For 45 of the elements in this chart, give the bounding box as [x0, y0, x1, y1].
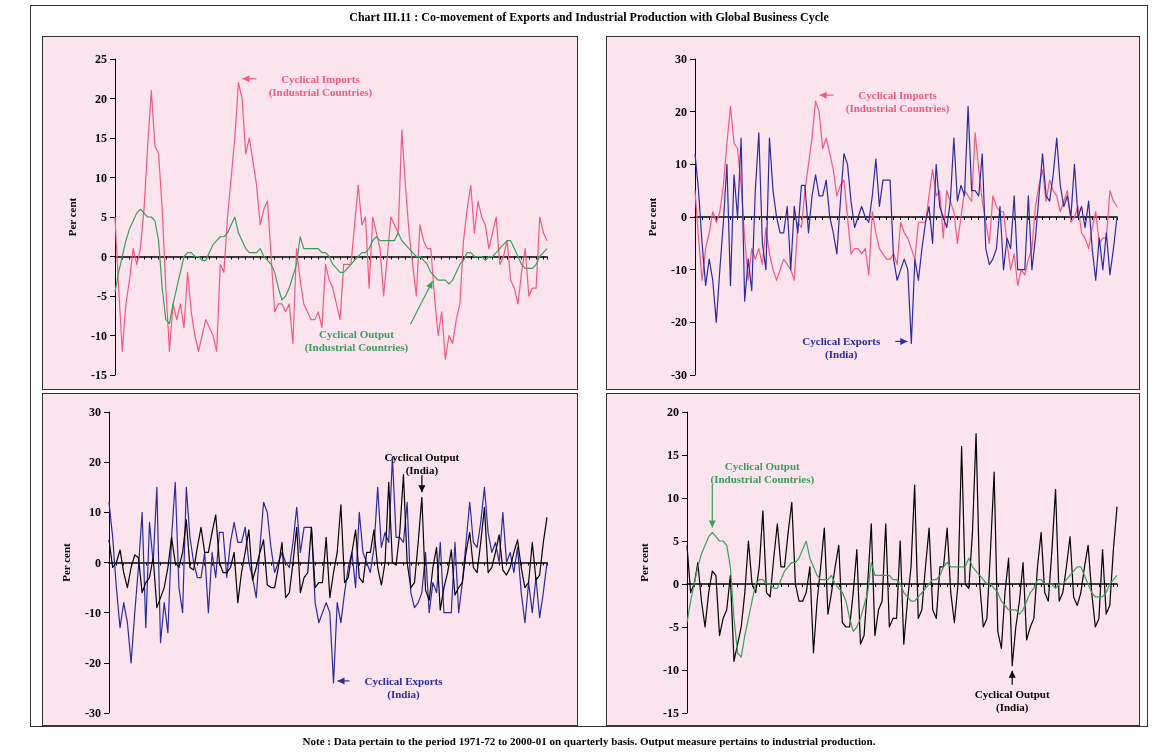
text: Cyclical Exports (India) [802, 335, 881, 362]
y-tick-label: -5 [97, 289, 107, 303]
y-tick-label: -5 [669, 620, 679, 634]
y-tick-label: 30 [89, 405, 101, 419]
y-tick-label: 20 [95, 91, 107, 106]
y-tick-label: -15 [663, 706, 679, 720]
y-tick-label: 25 [95, 52, 107, 66]
text: Cyclical Output (Industrial Countries) [304, 328, 409, 355]
y-tick-label: 20 [667, 405, 679, 419]
series-label: Cyclical Output (India) [384, 451, 460, 478]
y-tick-label: 0 [101, 249, 107, 264]
y-tick-label: 0 [95, 555, 101, 570]
text: Chart III.11 : Co-movement of Exports and Industrial Production with Global Business Cycle [348, 10, 830, 25]
y-tick-label: -20 [85, 655, 101, 670]
legend-label: Cyclical Imports (Industrial Countries) [268, 72, 373, 99]
y-tick-label: -15 [91, 368, 107, 382]
y-tick-label: -10 [671, 262, 687, 277]
y-tick-label: -30 [671, 368, 687, 382]
y-tick-label: 15 [667, 448, 679, 462]
y-tick-label: 10 [667, 491, 679, 505]
y-tick-label: 5 [673, 534, 679, 548]
y-tick-label: 20 [675, 104, 687, 119]
y-tick-label: -20 [671, 315, 687, 330]
legend-label: Cyclical Imports (Industrial Countries) [845, 89, 950, 116]
y-axis-title: Per cent [59, 542, 72, 582]
y-tick-label: -10 [85, 605, 101, 620]
y-axis-title: Per cent [637, 542, 650, 582]
legend-label: Cyclical Output (India) [974, 687, 1050, 714]
y-tick-label: 0 [673, 577, 679, 591]
y-tick-label: -10 [663, 663, 679, 677]
y-tick-label: 0 [681, 210, 687, 224]
y-tick-label: -10 [91, 328, 107, 343]
y-tick-label: -30 [85, 706, 101, 720]
y-tick-label: 10 [89, 505, 101, 520]
text: Cyclical Output (Industrial Countries) [710, 460, 815, 487]
y-tick-label: 10 [95, 170, 107, 185]
y-tick-label: 20 [89, 455, 101, 470]
y-tick-label: 15 [95, 131, 107, 145]
y-tick-label: 10 [675, 157, 687, 172]
text: Note : Data pertain to the period 1971-72 to 2000-01 on quarterly basis. Output measure pertains to industrial production. [301, 735, 877, 747]
y-axis-title: Per cent [645, 197, 658, 237]
legend-label: Cyclical Exports (India) [364, 674, 444, 701]
y-axis-title: Per cent [65, 197, 78, 237]
y-tick-label: 5 [101, 210, 107, 224]
y-tick-label: 30 [675, 52, 687, 66]
